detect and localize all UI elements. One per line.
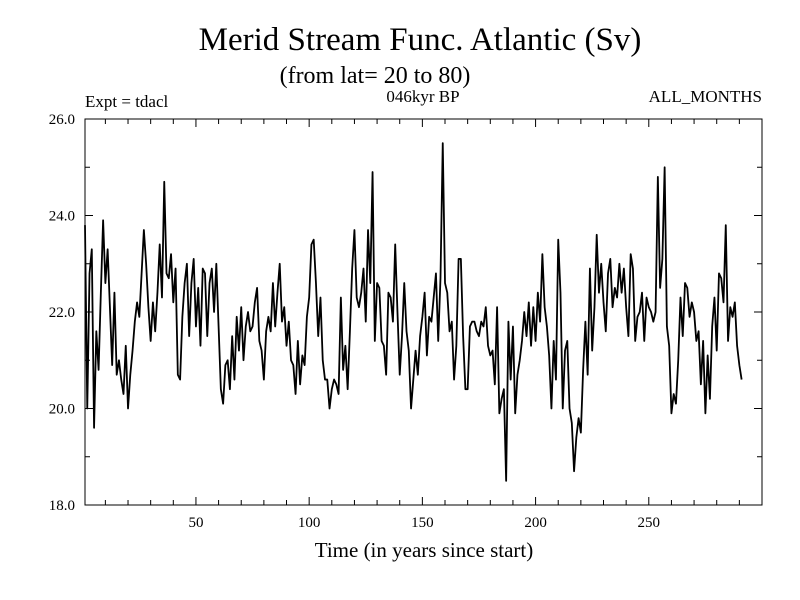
tick-labels: 18.0 20.0 22.0 24.0 26.0 50 100 150 200 250 — [49, 112, 660, 531]
y-tick-label: 18.0 — [49, 498, 75, 514]
months-label: ALL_MONTHS — [649, 87, 762, 106]
y-tick-label: 26.0 — [49, 112, 75, 128]
y-tick-label: 22.0 — [49, 305, 75, 321]
chart-subtitle: (from lat= 20 to 80) — [280, 63, 471, 89]
x-tick-label: 150 — [411, 515, 434, 531]
series-line — [84, 142, 743, 482]
ticks — [85, 118, 763, 506]
x-axis-label: Time (in years since start) — [315, 538, 534, 562]
y-tick-label: 20.0 — [49, 402, 75, 418]
chart-title: Merid Stream Func. Atlantic (Sv) — [199, 22, 642, 58]
x-tick-label: 100 — [298, 515, 321, 531]
period-label: 046kyr BP — [386, 87, 459, 106]
y-tick-label: 24.0 — [49, 209, 75, 225]
series — [84, 142, 743, 482]
x-tick-label: 200 — [524, 515, 547, 531]
x-tick-label: 250 — [638, 515, 661, 531]
x-tick-label: 50 — [188, 515, 203, 531]
expt-label: Expt = tdacl — [85, 92, 169, 111]
